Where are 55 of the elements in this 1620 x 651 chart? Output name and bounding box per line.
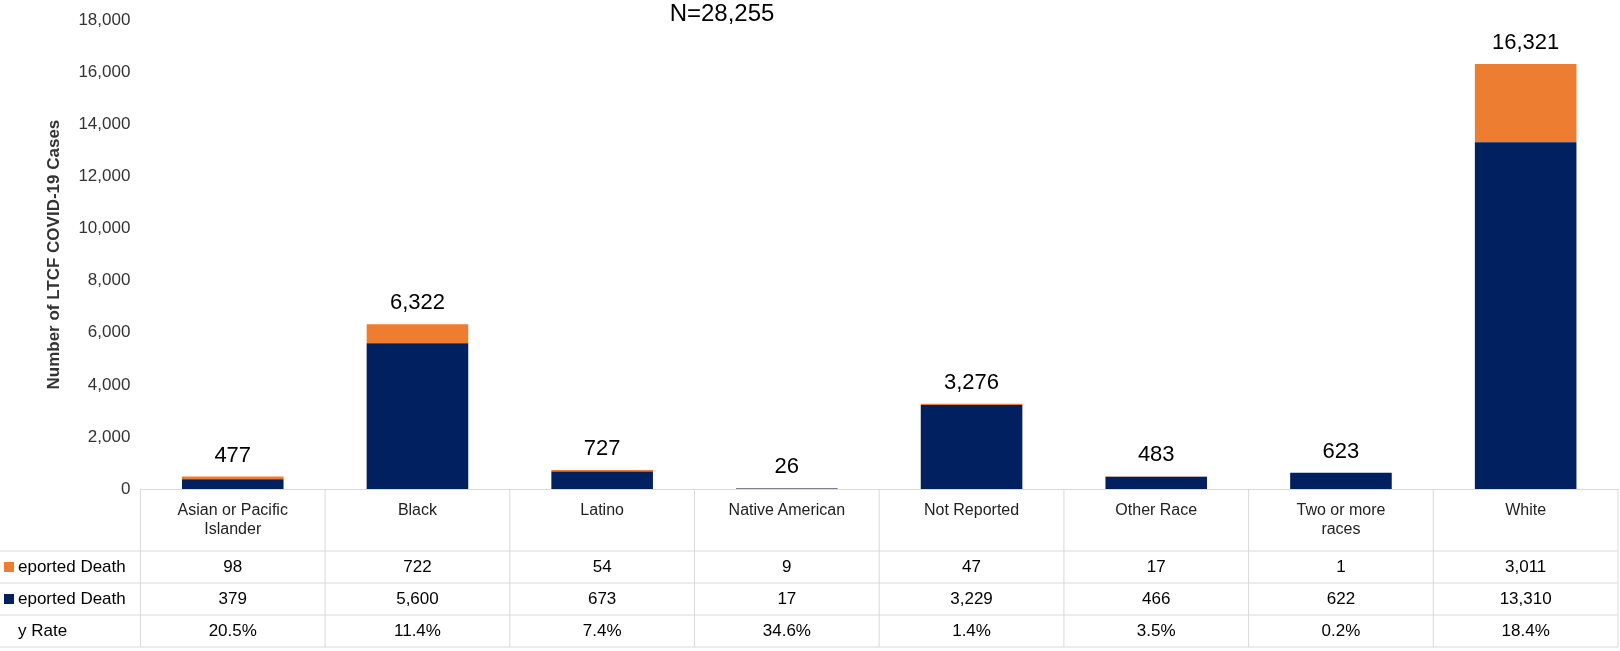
y-tick-label: 14,000	[78, 114, 131, 134]
data-label: 622	[1326, 588, 1356, 608]
data-label: 17	[1146, 556, 1166, 576]
data-label: 98	[223, 556, 243, 576]
data-label: 379	[218, 588, 247, 608]
data-label: 13,310	[1499, 588, 1552, 608]
x-tick-label: White	[1505, 501, 1547, 519]
y-tick-label: 10,000	[78, 218, 131, 238]
text: 11.4%	[393, 620, 441, 640]
text: y Rate	[18, 620, 68, 640]
x-tick-label: Not Reported	[923, 501, 1020, 519]
data-label: 47	[962, 556, 982, 576]
y-tick-label: 2,000	[87, 426, 131, 446]
data-label: 3,011	[1505, 556, 1547, 576]
x-tick-label: Other Race	[1115, 501, 1198, 519]
text: 7.4%	[582, 620, 622, 640]
data-label: 3,229	[950, 588, 993, 608]
text: 3.5%	[1136, 620, 1176, 640]
data-label: 1	[1336, 556, 1346, 576]
x-tick-label: Asian or Pacific Islander	[177, 501, 288, 538]
y-axis-title: Number of LTCF COVID-19 Cases	[43, 119, 63, 390]
data-label: 5,600	[396, 588, 439, 608]
y-tick-label: 4,000	[87, 374, 131, 394]
y-tick-label: 8,000	[87, 270, 131, 290]
x-tick-label: Two or more races	[1296, 501, 1386, 538]
y-tick-label: 6,000	[87, 322, 131, 342]
total-label: 623	[1322, 437, 1360, 463]
text: 20.5%	[208, 620, 257, 640]
total-label: 16,321	[1492, 28, 1560, 54]
total-label: 6,322	[389, 289, 445, 315]
text: 0.2%	[1321, 620, 1361, 640]
total-label: 3,276	[944, 368, 1000, 394]
y-tick-label: 16,000	[78, 61, 131, 81]
data-label: 54	[592, 556, 612, 576]
total-label: 727	[583, 435, 621, 461]
data-label: 9	[782, 556, 792, 576]
chart-title: N=28,255	[669, 0, 775, 26]
legend-label: eported Death	[18, 588, 126, 608]
total-label: 26	[774, 453, 800, 479]
total-label: 477	[214, 441, 252, 467]
text: 34.6%	[762, 620, 811, 640]
text: 1.4%	[952, 620, 991, 640]
legend-label: eported Death	[18, 556, 126, 576]
x-tick-label: Latino	[580, 501, 625, 519]
total-label: 483	[1137, 441, 1175, 467]
x-tick-label: Black	[397, 501, 439, 519]
data-label: 722	[403, 556, 432, 576]
data-label: 466	[1142, 588, 1171, 608]
x-tick-label: Native American	[728, 501, 846, 519]
data-label: 673	[587, 588, 617, 608]
y-tick-label: 18,000	[78, 9, 131, 29]
text: 18.4%	[1501, 620, 1550, 640]
data-label: 17	[777, 588, 797, 608]
y-tick-label: 12,000	[78, 166, 131, 186]
y-tick-label: 0	[120, 478, 131, 498]
